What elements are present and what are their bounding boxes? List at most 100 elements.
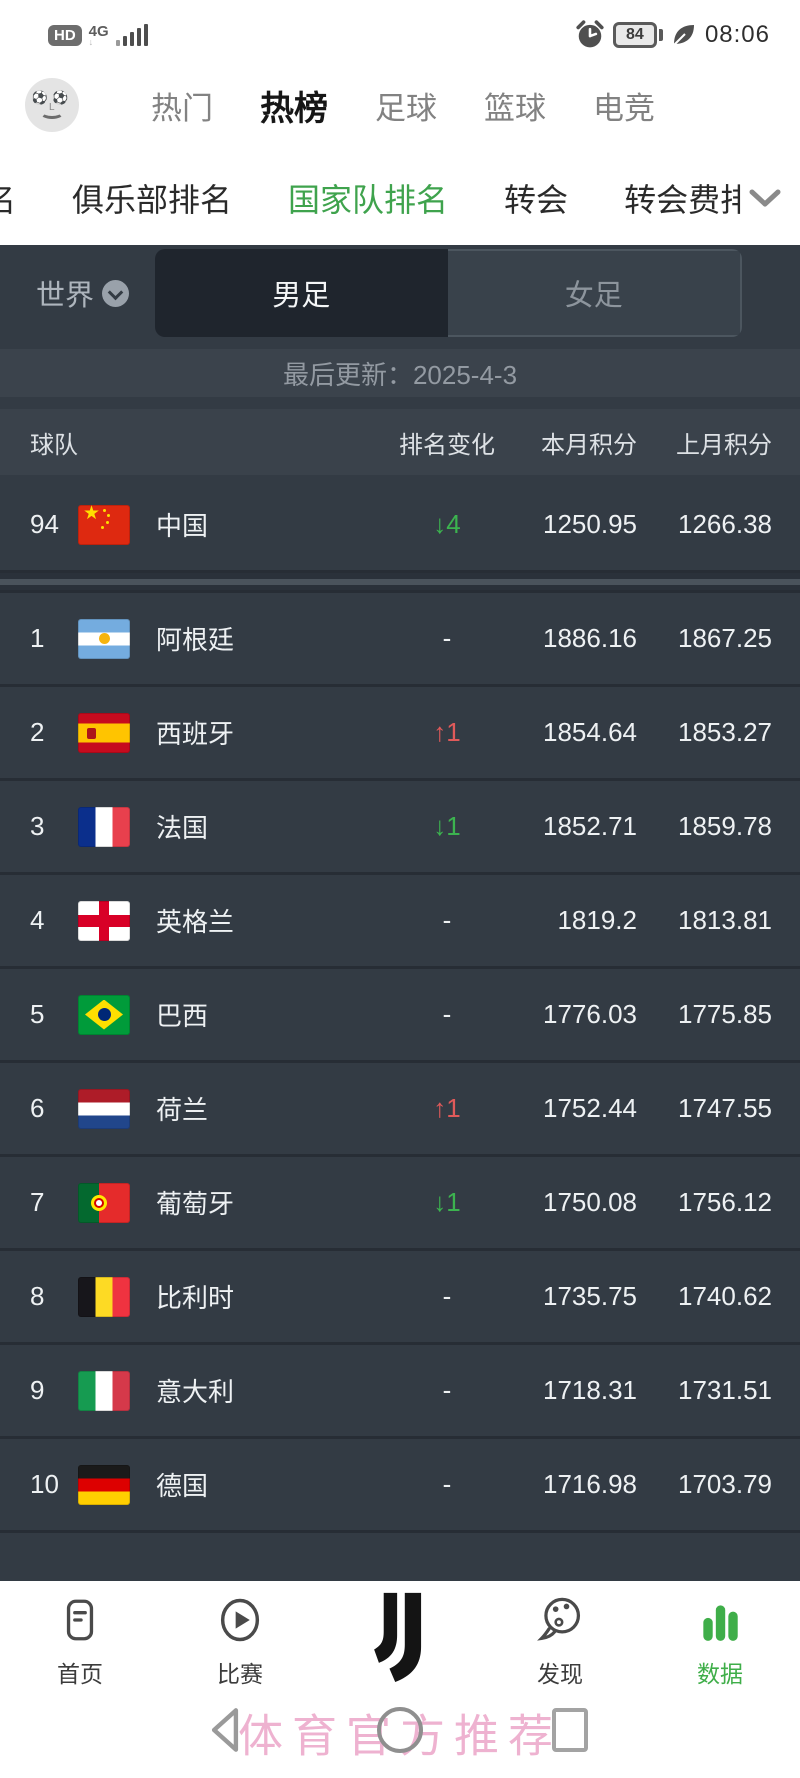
home-icon xyxy=(55,1591,105,1649)
region-filter[interactable]: 世界 xyxy=(36,272,130,314)
bottom-bar: 首页 比赛 xyxy=(0,1581,800,1778)
team-name: 葡萄牙 xyxy=(156,1189,235,1219)
tab-football[interactable]: 足球 xyxy=(375,90,437,126)
tabbar-item-juventus[interactable] xyxy=(320,1591,480,1683)
previous-points: 1703.79 xyxy=(678,1469,772,1499)
fr-flag-icon xyxy=(78,806,130,847)
ranking-panel: 世界 男足 女足 最后更新：2025-4-3 球队 排名变化 本月积分 上月积分… xyxy=(0,245,800,1581)
rank-number: 7 xyxy=(30,1187,45,1217)
table-header: 球队 排名变化 本月积分 上月积分 xyxy=(0,409,800,475)
android-recents-icon[interactable] xyxy=(552,1708,588,1753)
br-flag-icon xyxy=(78,994,130,1035)
rank-change: ↑1 xyxy=(433,717,461,747)
current-points: 1718.31 xyxy=(543,1375,637,1405)
current-points: 1735.75 xyxy=(543,1281,637,1311)
table-row[interactable]: 4 英格兰 - 1819.2 1813.81 xyxy=(0,875,800,969)
network-activity-icon: ↓ xyxy=(88,37,94,47)
nl-flag-icon xyxy=(78,1088,130,1129)
team-name: 意大利 xyxy=(156,1377,235,1407)
tab-hot-ranking[interactable]: 热榜 xyxy=(260,89,328,128)
tab-esports[interactable]: 电竞 xyxy=(593,90,655,126)
tab-hot[interactable]: 热门 xyxy=(151,90,213,126)
pinned-row-divider xyxy=(0,573,800,593)
table-row[interactable]: 3 法国 ↓1 1852.71 1859.78 xyxy=(0,781,800,875)
avatar-soccer-eyes-icon: ⚽⚽ xyxy=(31,90,73,105)
rank-change: ↓1 xyxy=(433,1187,461,1217)
es-flag-icon xyxy=(78,712,130,753)
next-row-sliver xyxy=(0,1533,800,1551)
rank-number: 6 xyxy=(30,1093,45,1123)
current-points: 1854.64 xyxy=(543,717,637,747)
team-name: 德国 xyxy=(156,1471,209,1501)
previous-points: 1747.55 xyxy=(678,1093,772,1123)
subtab-national-team-ranking[interactable]: 国家队排名 xyxy=(288,175,448,221)
rank-number: 8 xyxy=(30,1281,45,1311)
header-previous-points: 上月积分 xyxy=(676,431,772,459)
status-right: 84 08:06 xyxy=(575,20,770,50)
rank-change: - xyxy=(442,623,452,653)
network-label: 4G xyxy=(88,23,109,40)
sub-tabs: 名 俱乐部排名 国家队排名 转会 转会费排 xyxy=(0,175,742,221)
avatar-smile-icon xyxy=(40,106,64,119)
rank-number: 10 xyxy=(30,1469,59,1499)
team-name: 法国 xyxy=(156,813,209,843)
android-back-icon[interactable] xyxy=(205,1706,245,1754)
table-row[interactable]: 2 西班牙 ↑1 1854.64 1853.27 xyxy=(0,687,800,781)
tabbar-item-home[interactable]: 首页 xyxy=(0,1591,160,1693)
battery-icon: 84 xyxy=(612,22,663,48)
pt-flag-icon xyxy=(78,1182,130,1223)
table-row[interactable]: 7 葡萄牙 ↓1 1750.08 1756.12 xyxy=(0,1157,800,1251)
current-points: 1852.71 xyxy=(543,811,637,841)
tabbar-item-discover[interactable]: 发现 xyxy=(480,1591,640,1693)
table-row[interactable]: 9 意大利 - 1718.31 1731.51 xyxy=(0,1345,800,1439)
tabbar: 首页 比赛 xyxy=(0,1581,800,1693)
rank-number: 4 xyxy=(30,905,45,935)
current-points: 1716.98 xyxy=(543,1469,637,1499)
avatar[interactable]: ⚽⚽ L xyxy=(25,78,79,132)
network-type-indicator: 4G ↓ xyxy=(88,23,109,47)
subtab-club-ranking[interactable]: 俱乐部排名 xyxy=(72,181,233,218)
ar-flag-icon xyxy=(78,618,130,659)
hd-volte-icon: HD xyxy=(48,25,82,46)
rank-change: - xyxy=(442,905,452,935)
subtab-transfers[interactable]: 转会 xyxy=(504,181,569,218)
tabbar-item-data[interactable]: 数据 xyxy=(640,1591,800,1693)
tabbar-label-data: 数据 xyxy=(697,1661,743,1687)
current-points: 1752.44 xyxy=(543,1093,637,1123)
it-flag-icon xyxy=(78,1370,130,1411)
status-bar: HD 4G ↓ 84 08:06 xyxy=(0,0,800,60)
en-flag-icon xyxy=(78,900,130,941)
juventus-logo xyxy=(369,1591,431,1683)
rank-change: - xyxy=(442,1281,452,1311)
team-name: 西班牙 xyxy=(156,719,235,749)
previous-points: 1853.27 xyxy=(678,717,772,747)
top-tabs: 热门 热榜 足球 篮球 电竞 xyxy=(151,81,655,130)
chevron-down-icon[interactable] xyxy=(748,186,782,210)
subtab-clipped-ranking[interactable]: 名 xyxy=(0,181,17,218)
header-team: 球队 xyxy=(30,431,78,459)
previous-points: 1867.25 xyxy=(678,623,772,653)
rank-change: ↓1 xyxy=(433,811,461,841)
table-row[interactable]: 94 中国 ↓4 1250.95 1266.38 xyxy=(0,479,800,573)
last-updated-text: 最后更新：2025-4-3 xyxy=(282,359,518,390)
table-row[interactable]: 5 巴西 - 1776.03 1775.85 xyxy=(0,969,800,1063)
signal-strength-icon xyxy=(115,24,148,46)
subtab-transfer-fee-ranking[interactable]: 转会费排 xyxy=(624,181,742,218)
team-name: 阿根廷 xyxy=(156,625,235,655)
table-row[interactable]: 8 比利时 - 1735.75 1740.62 xyxy=(0,1251,800,1345)
table-row[interactable]: 6 荷兰 ↑1 1752.44 1747.55 xyxy=(0,1063,800,1157)
rank-change: - xyxy=(442,999,452,1029)
segment-mens-football[interactable]: 男足 xyxy=(155,249,448,337)
last-updated-bar: 最后更新：2025-4-3 xyxy=(0,349,800,397)
segment-womens-football[interactable]: 女足 xyxy=(447,249,742,337)
gender-segmented-control: 男足 女足 xyxy=(155,249,742,337)
rank-number: 2 xyxy=(30,717,45,747)
previous-points: 1266.38 xyxy=(678,509,772,539)
table-row[interactable]: 1 阿根廷 - 1886.16 1867.25 xyxy=(0,593,800,687)
table-row[interactable]: 10 德国 - 1716.98 1703.79 xyxy=(0,1439,800,1533)
tab-basketball[interactable]: 篮球 xyxy=(484,90,546,126)
tabbar-item-matches[interactable]: 比赛 xyxy=(160,1591,320,1693)
cn-flag-icon xyxy=(78,504,130,545)
android-home-icon[interactable] xyxy=(377,1707,423,1754)
